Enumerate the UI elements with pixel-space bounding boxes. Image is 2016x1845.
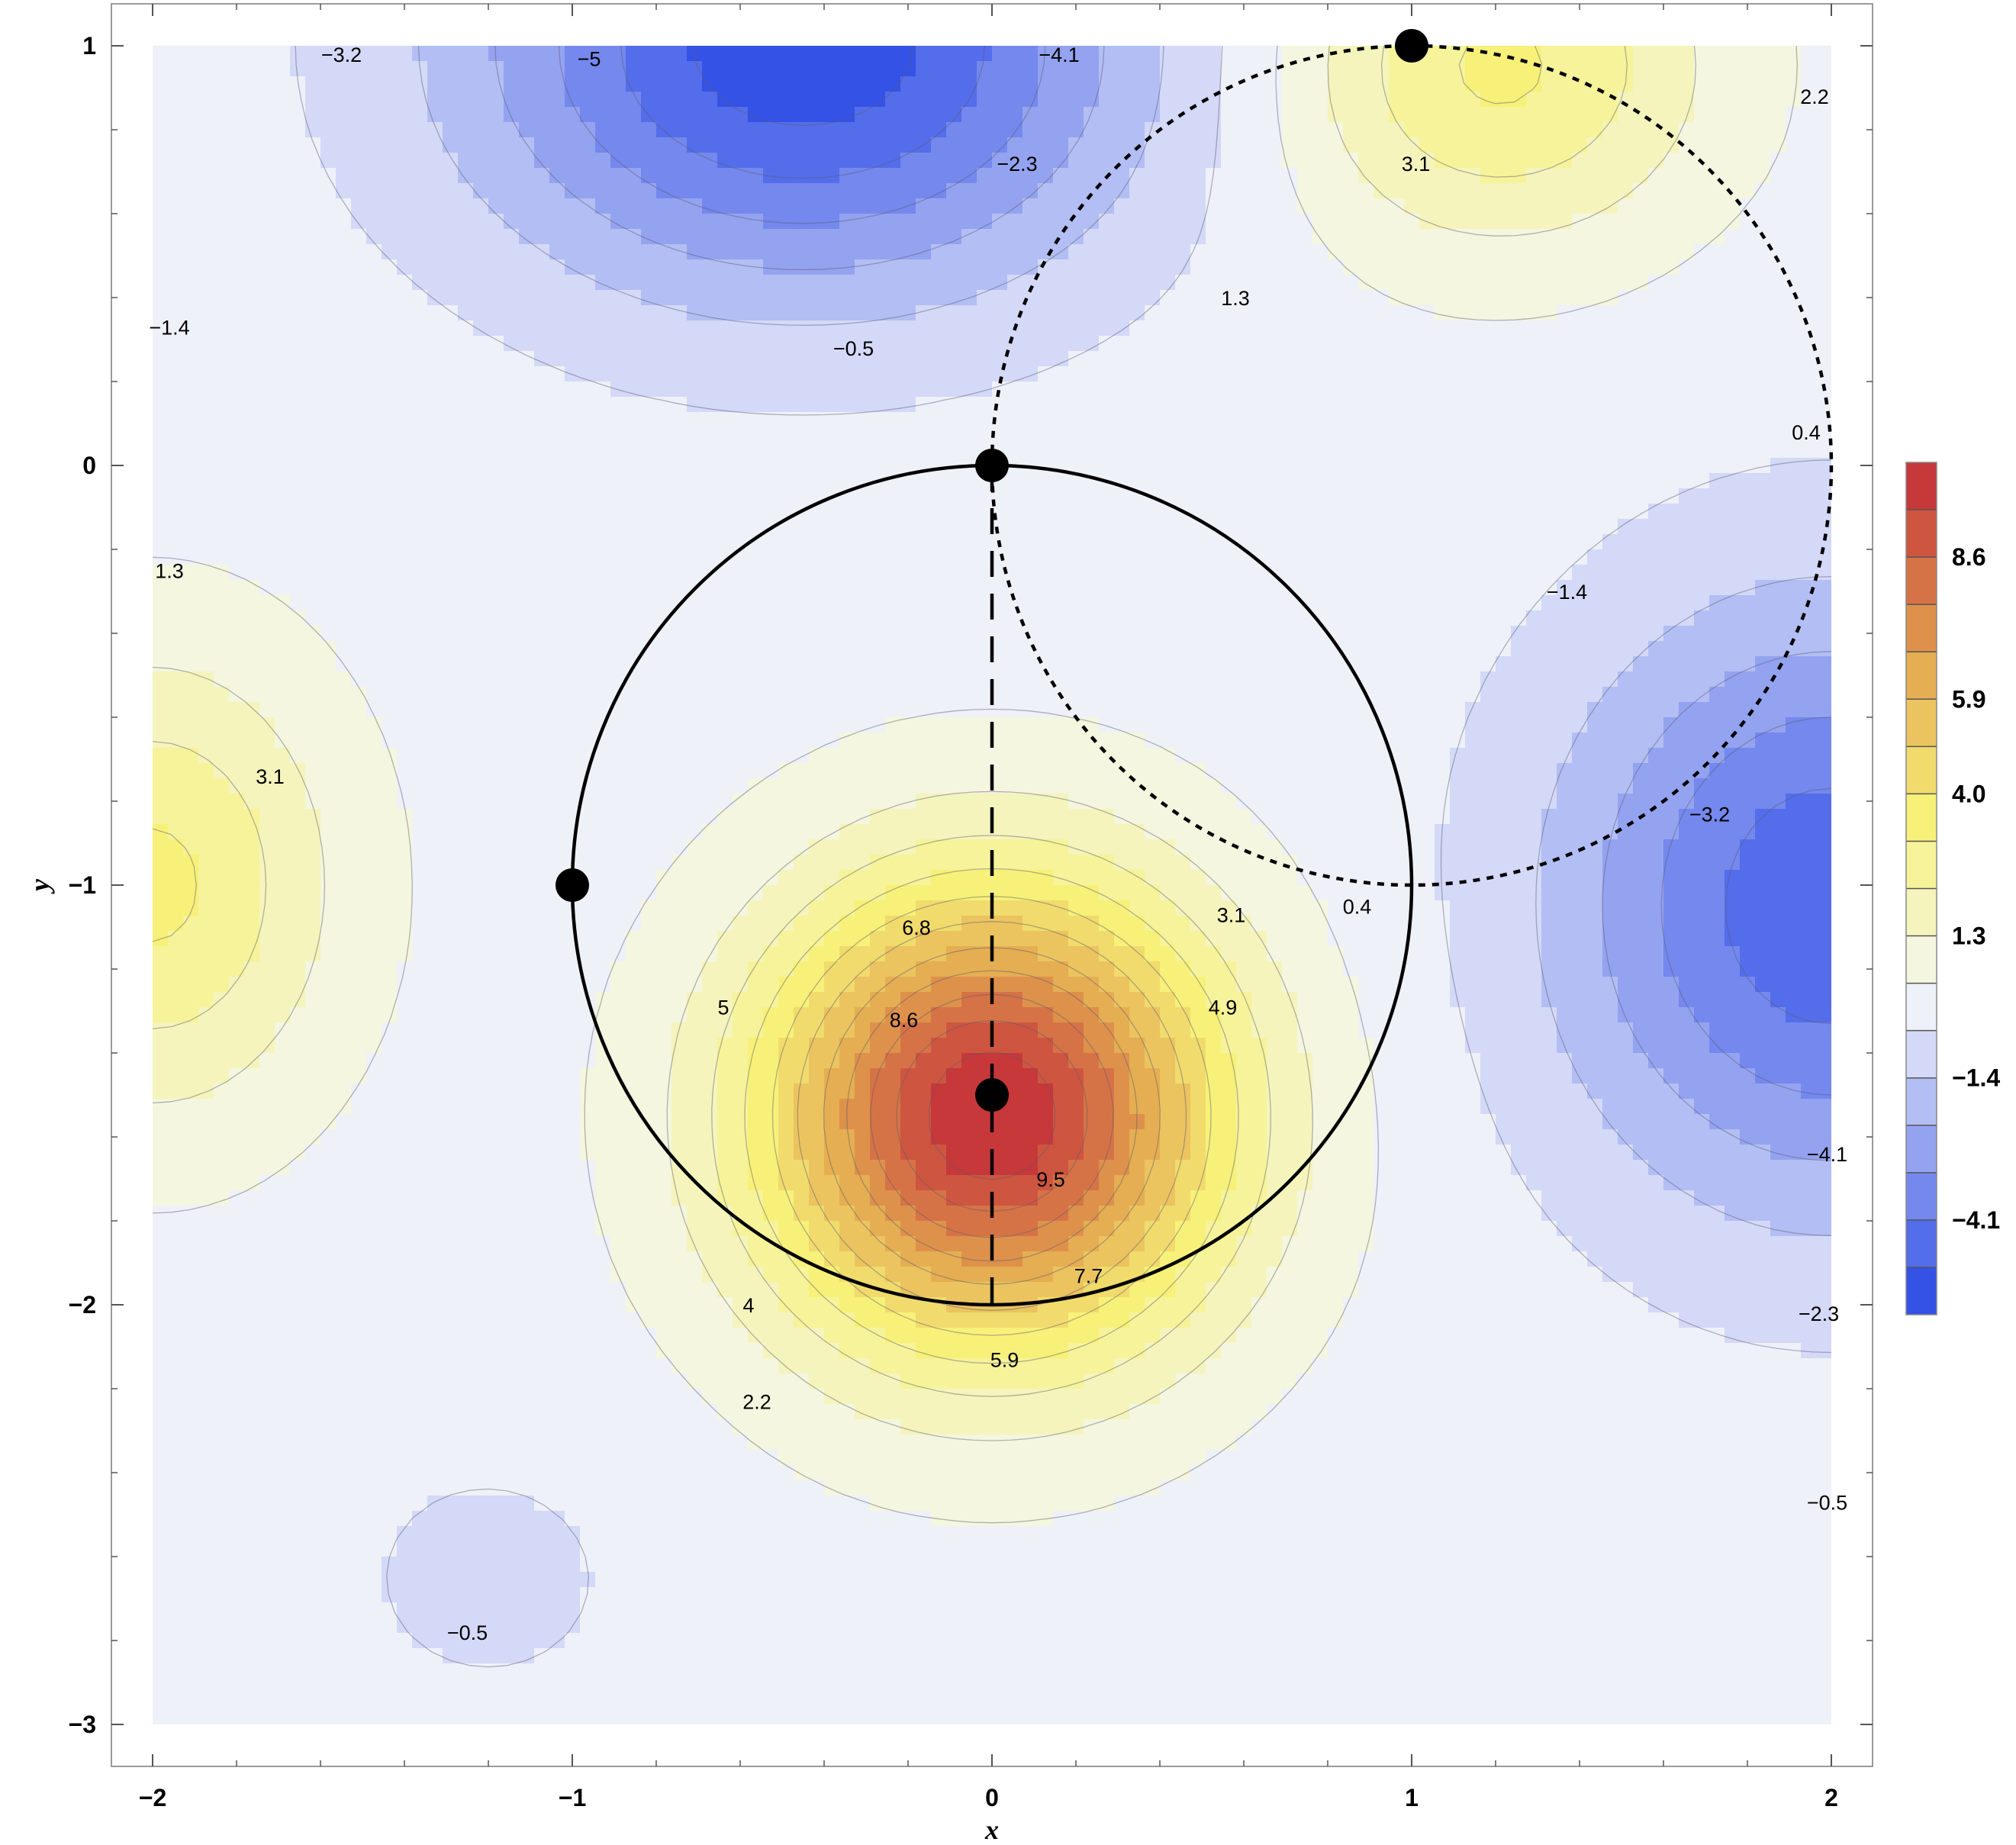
contour-label: 5 <box>717 997 729 1019</box>
contour-label: 8.6 <box>890 1009 919 1032</box>
y-tick-label: −1 <box>69 871 96 899</box>
legend-swatch <box>1906 1172 1937 1221</box>
contour-line <box>771 896 1212 1336</box>
legend-swatch <box>1906 652 1937 700</box>
contour-label: −3.2 <box>321 43 362 66</box>
contour-line <box>797 921 1187 1311</box>
legend-label: −4.1 <box>1952 1206 2000 1234</box>
contour-label: 1.3 <box>155 560 184 583</box>
contour-label: −4.1 <box>1039 43 1079 66</box>
contour-label: −1.4 <box>1547 581 1587 604</box>
contour-label: 5.9 <box>990 1349 1019 1372</box>
contour-line <box>153 46 1628 1397</box>
contour-label: 0.4 <box>1343 896 1372 919</box>
legend-swatch <box>1906 888 1937 937</box>
contour-label: 3.1 <box>1217 904 1246 927</box>
data-point <box>556 868 589 902</box>
legend-swatch <box>1906 1267 1937 1315</box>
legend-swatch <box>1906 794 1937 842</box>
data-point <box>975 1078 1009 1112</box>
legend-swatch <box>1906 462 1937 510</box>
contour-label: −0.5 <box>833 337 874 360</box>
x-axis-label: x <box>984 1814 999 1845</box>
contour-line <box>153 46 1798 1524</box>
contour-line <box>692 46 913 126</box>
contour-line <box>295 46 1831 1668</box>
contour-field <box>153 46 1831 1724</box>
contour-label: −2.3 <box>997 153 1037 175</box>
contour-line <box>870 993 1114 1238</box>
x-tick-label: 2 <box>1824 1784 1838 1811</box>
y-tick-label: 1 <box>82 32 96 60</box>
contour-line <box>896 1019 1088 1212</box>
y-tick-label: −2 <box>69 1291 96 1319</box>
legend-swatch <box>1906 699 1937 747</box>
contour-line <box>417 46 1831 1237</box>
y-tick-label: −3 <box>69 1711 96 1738</box>
legend-swatch <box>1906 1125 1937 1174</box>
contour-label: −2.3 <box>1799 1302 1839 1325</box>
legend-swatch <box>1906 604 1937 652</box>
contour-label: 9.5 <box>1036 1168 1065 1191</box>
contour-line <box>928 1051 1056 1180</box>
contour-label: 3.1 <box>1402 153 1431 175</box>
legend-swatch <box>1906 841 1937 889</box>
y-axis-label: y <box>24 878 55 894</box>
contour-line <box>558 46 1831 1096</box>
contour-line <box>153 46 1543 1364</box>
x-tick-label: 0 <box>985 1784 999 1811</box>
data-point <box>975 449 1009 482</box>
contour-label: −4.1 <box>1807 1143 1847 1166</box>
legend-border <box>1905 462 1937 1315</box>
legend-label: 1.3 <box>1952 922 1985 950</box>
legend-label: −1.4 <box>1952 1064 2000 1092</box>
contour-label: 1.3 <box>1221 287 1250 310</box>
contour-label: −1.4 <box>149 317 189 340</box>
overlay-geometry <box>556 29 1834 1307</box>
legend-swatch <box>1906 746 1937 794</box>
contour-line <box>846 970 1138 1262</box>
legend-swatch <box>1906 1219 1937 1268</box>
x-tick-label: 1 <box>1405 1784 1419 1811</box>
contour-label: −0.5 <box>1807 1492 1847 1515</box>
legend-swatch <box>1906 983 1937 1032</box>
contour-label: 3.1 <box>256 765 285 788</box>
contour-label: 2.2 <box>1800 85 1829 108</box>
contour-line <box>823 947 1161 1285</box>
contour-label: 0.4 <box>1792 421 1821 444</box>
contour-lines <box>153 46 1831 1668</box>
y-tick-label: 0 <box>82 452 96 479</box>
contour-label: −3.2 <box>1689 803 1730 826</box>
contour-label: 4 <box>742 1294 754 1317</box>
contour-line <box>620 46 1831 1025</box>
x-tick-label: −2 <box>139 1784 166 1811</box>
axis-ticks: −2 −1 0 1 2 1 0 −1 −2 −3 <box>69 4 1873 1811</box>
contour-line <box>494 46 1831 1161</box>
contour-label: 4.9 <box>1209 997 1238 1019</box>
color-legend: 8.6 5.9 4.0 1.3 −1.4 −4.1 <box>1905 462 2000 1315</box>
legend-swatch <box>1906 510 1937 558</box>
dotted-circle <box>990 43 1834 887</box>
legend-swatch <box>1906 935 1937 984</box>
legend-label: 8.6 <box>1952 543 1985 571</box>
legend-swatch <box>1906 1077 1937 1126</box>
legend-swatch <box>1906 557 1937 605</box>
contour-label: 6.8 <box>902 916 931 939</box>
contour-label: 7.7 <box>1074 1265 1103 1288</box>
contour-label: −0.5 <box>447 1621 488 1644</box>
x-tick-label: −1 <box>559 1784 586 1811</box>
contour-label: 2.2 <box>742 1391 771 1414</box>
data-point <box>1395 29 1428 63</box>
contour-line <box>153 46 1697 1441</box>
legend-label: 5.9 <box>1952 685 1985 713</box>
contour-label: −5 <box>578 48 601 71</box>
contour-labels: −3.2 −5 −4.1 2.2 −2.3 3.1 1.3 −1.4 −0.5 0.4 1.3 −1.… <box>149 43 1847 1644</box>
legend-swatch <box>1906 1030 1937 1079</box>
legend-label: 4.0 <box>1952 780 1985 807</box>
